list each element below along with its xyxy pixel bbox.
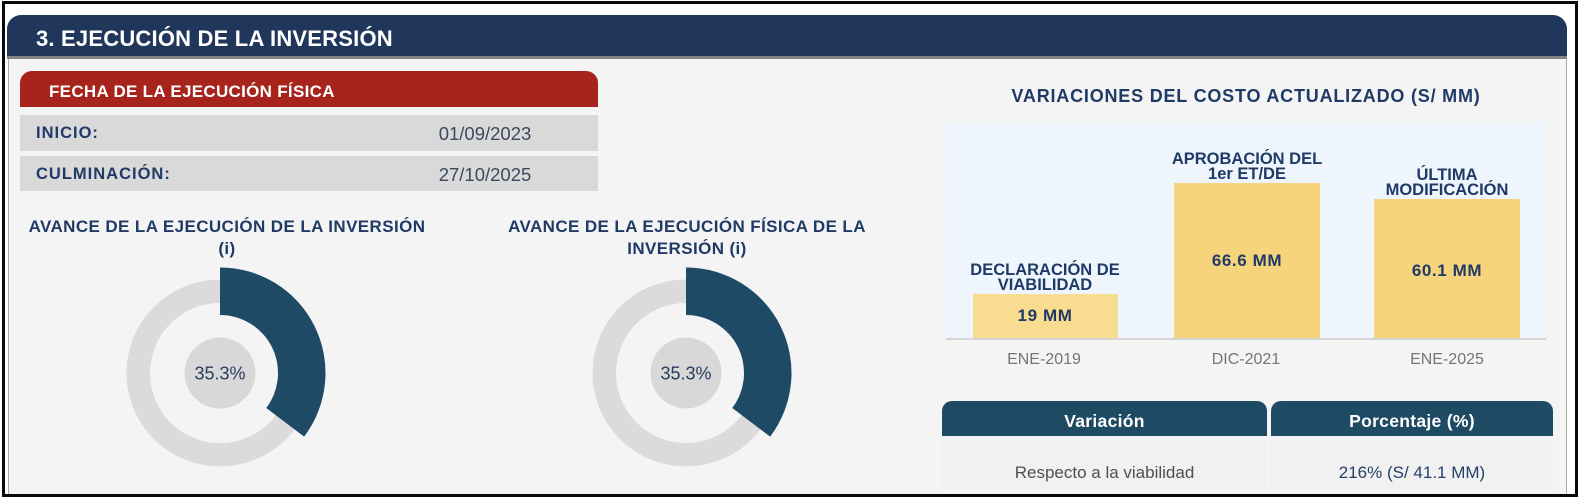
svg-text:35.3%: 35.3% [194,364,245,384]
svg-text:35.3%: 35.3% [660,364,711,384]
